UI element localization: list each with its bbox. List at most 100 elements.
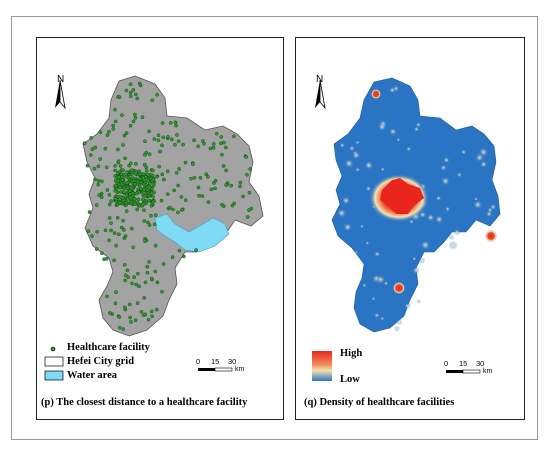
facility-dot bbox=[245, 215, 250, 219]
facility-dot bbox=[142, 190, 146, 195]
facility-dot bbox=[145, 270, 150, 275]
central-hotspot-core bbox=[380, 178, 424, 214]
facility-dot bbox=[147, 223, 152, 227]
facility-dot bbox=[179, 208, 184, 212]
facility-dot bbox=[95, 229, 99, 234]
facility-dot bbox=[102, 257, 106, 261]
facility-dot bbox=[139, 309, 144, 314]
facility-dot bbox=[143, 139, 147, 143]
facility-dot bbox=[121, 218, 125, 223]
facility-dot bbox=[147, 152, 152, 156]
facility-dot bbox=[147, 185, 152, 190]
facility-dot bbox=[157, 164, 161, 169]
facility-dot bbox=[162, 177, 166, 182]
facility-legend-icon bbox=[50, 346, 56, 352]
facility-dot bbox=[160, 289, 164, 294]
density-spot bbox=[461, 149, 467, 155]
facility-dot bbox=[161, 262, 166, 266]
facility-dot bbox=[125, 268, 130, 273]
facility-dot bbox=[109, 199, 113, 203]
facility-dot bbox=[176, 139, 181, 143]
scale-unit: km bbox=[235, 366, 245, 373]
facility-dot bbox=[132, 196, 137, 201]
facility-dot bbox=[143, 280, 148, 285]
density-spot bbox=[416, 299, 422, 304]
facility-dot bbox=[142, 182, 146, 186]
density-spot bbox=[426, 213, 435, 222]
facility-dot bbox=[139, 186, 143, 191]
facility-dot bbox=[214, 131, 219, 136]
facility-dot bbox=[116, 159, 121, 163]
facility-dot bbox=[155, 280, 160, 285]
density-spot bbox=[359, 224, 364, 229]
facility-dot bbox=[94, 247, 99, 251]
facility-dot bbox=[213, 178, 218, 183]
facility-dot bbox=[118, 201, 122, 205]
facility-dot bbox=[115, 186, 119, 191]
facility-dot bbox=[90, 234, 94, 238]
density-spot bbox=[343, 222, 353, 232]
facility-dot bbox=[158, 149, 162, 154]
facility-dot bbox=[159, 198, 164, 203]
density-spot bbox=[341, 196, 351, 205]
density-spot bbox=[383, 280, 389, 286]
facility-dot bbox=[137, 169, 141, 173]
facility-dot bbox=[132, 275, 136, 279]
facility-dot bbox=[148, 181, 152, 186]
density-spot bbox=[336, 208, 347, 219]
density-spot bbox=[344, 158, 354, 169]
facility-dot bbox=[131, 245, 135, 250]
facility-dot bbox=[171, 207, 175, 212]
facility-dot bbox=[116, 147, 120, 152]
facility-dot bbox=[133, 182, 137, 187]
facility-dot bbox=[119, 189, 123, 194]
facility-dot bbox=[129, 161, 133, 166]
facility-dot bbox=[238, 184, 242, 189]
facility-dot bbox=[150, 276, 154, 281]
density-spot bbox=[415, 121, 422, 128]
density-spot bbox=[475, 153, 485, 163]
facility-dot bbox=[92, 166, 97, 171]
density-spot bbox=[412, 256, 417, 261]
facility-dot bbox=[85, 163, 90, 168]
facility-dot bbox=[113, 178, 118, 183]
facility-dot bbox=[136, 271, 140, 276]
facility-dot bbox=[146, 220, 150, 225]
facility-dot bbox=[156, 133, 161, 138]
density-spot bbox=[380, 166, 385, 172]
facility-dot bbox=[241, 194, 245, 199]
facility-dot bbox=[105, 188, 110, 192]
density-spot bbox=[434, 214, 444, 224]
facility-dot bbox=[221, 164, 226, 168]
facility-dot bbox=[103, 146, 108, 151]
facility-dot bbox=[105, 294, 109, 299]
facility-dot bbox=[144, 175, 148, 179]
facility-dot bbox=[177, 167, 181, 171]
facility-dot bbox=[119, 172, 124, 176]
facility-dot bbox=[122, 262, 127, 267]
facility-dot bbox=[143, 152, 147, 157]
facility-dot bbox=[128, 123, 133, 128]
density-spot bbox=[412, 266, 420, 275]
facility-dot bbox=[149, 203, 154, 208]
facility-dot bbox=[109, 221, 113, 225]
facility-dot bbox=[151, 168, 155, 173]
facility-dot bbox=[206, 200, 211, 204]
density-spot bbox=[396, 137, 401, 142]
facility-dot bbox=[204, 172, 208, 176]
facility-dot bbox=[153, 213, 158, 217]
facility-dot bbox=[135, 96, 139, 101]
facility-dot bbox=[96, 182, 101, 187]
map-q-canvas bbox=[312, 77, 501, 381]
facility-dot bbox=[149, 213, 153, 218]
facility-dot bbox=[150, 98, 154, 103]
density-spot bbox=[473, 199, 483, 210]
facility-dot bbox=[211, 142, 216, 146]
facility-dot bbox=[122, 190, 126, 194]
scale-bar-q bbox=[446, 369, 481, 374]
facility-dot bbox=[124, 209, 129, 213]
grid-legend-label: Hefei City grid bbox=[67, 356, 135, 367]
facility-dot bbox=[128, 189, 132, 193]
facility-dot bbox=[117, 315, 121, 319]
density-spot bbox=[479, 160, 488, 169]
